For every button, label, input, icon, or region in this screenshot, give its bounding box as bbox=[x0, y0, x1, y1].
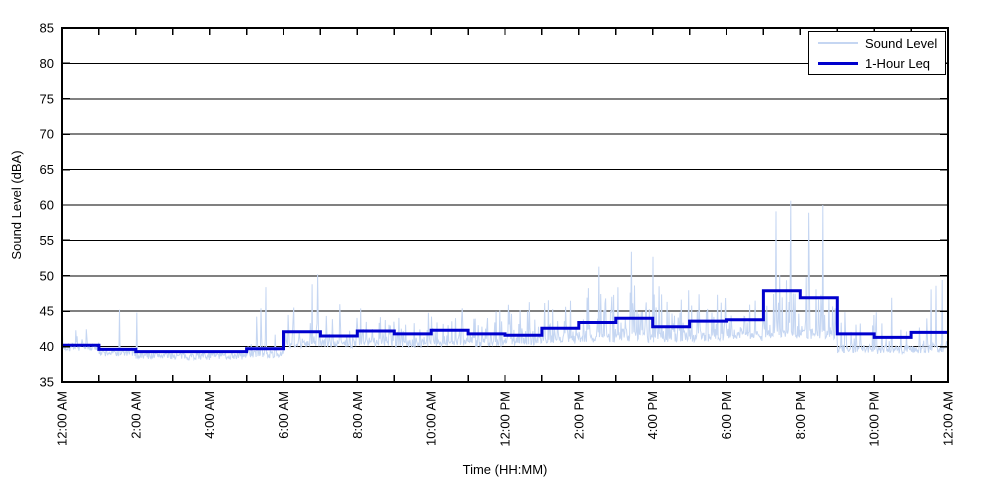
x-tick-label: 6:00 AM bbox=[276, 391, 291, 439]
x-tick-label: 12:00 AM bbox=[941, 391, 956, 446]
y-tick-label: 65 bbox=[40, 162, 54, 177]
y-tick-label: 45 bbox=[40, 304, 54, 319]
x-tick-label: 12:00 PM bbox=[498, 391, 513, 447]
legend-line-sample-sound-level bbox=[818, 42, 858, 44]
x-tick-label: 8:00 AM bbox=[350, 391, 365, 439]
y-tick-label: 75 bbox=[40, 91, 54, 106]
x-tick-label: 10:00 PM bbox=[867, 391, 882, 447]
legend-line-sample-1hour-leq bbox=[818, 61, 858, 65]
legend-label-sound-level: Sound Level bbox=[865, 35, 938, 51]
y-tick-label: 55 bbox=[40, 233, 54, 248]
y-tick-label: 60 bbox=[40, 198, 54, 213]
x-tick-label: 12:00 AM bbox=[55, 391, 70, 446]
legend-entry-1hour-leq: 1-Hour Leq bbox=[809, 53, 945, 73]
y-tick-label: 85 bbox=[40, 21, 54, 36]
y-tick-label: 35 bbox=[40, 375, 54, 390]
x-tick-label: 2:00 AM bbox=[128, 391, 143, 439]
x-tick-label: 4:00 PM bbox=[645, 391, 660, 439]
legend: Sound Level 1-Hour Leq bbox=[808, 31, 946, 75]
x-tick-label: 2:00 PM bbox=[571, 391, 586, 439]
y-tick-label: 80 bbox=[40, 56, 54, 71]
y-axis-title: Sound Level (dBA) bbox=[9, 150, 24, 260]
series-1hour-leq bbox=[62, 289, 948, 354]
y-tick-label: 40 bbox=[40, 339, 54, 354]
legend-label-1hour-leq: 1-Hour Leq bbox=[865, 55, 931, 71]
x-tick-label: 4:00 AM bbox=[202, 391, 217, 439]
y-tick-label: 70 bbox=[40, 127, 54, 142]
x-tick-label: 8:00 PM bbox=[793, 391, 808, 439]
legend-entry-sound-level: Sound Level bbox=[809, 33, 945, 53]
x-tick-label: 6:00 PM bbox=[719, 391, 734, 439]
x-tick-label: 10:00 AM bbox=[424, 391, 439, 446]
y-tick-label: 50 bbox=[40, 268, 54, 283]
x-axis-title: Time (HH:MM) bbox=[462, 462, 548, 477]
